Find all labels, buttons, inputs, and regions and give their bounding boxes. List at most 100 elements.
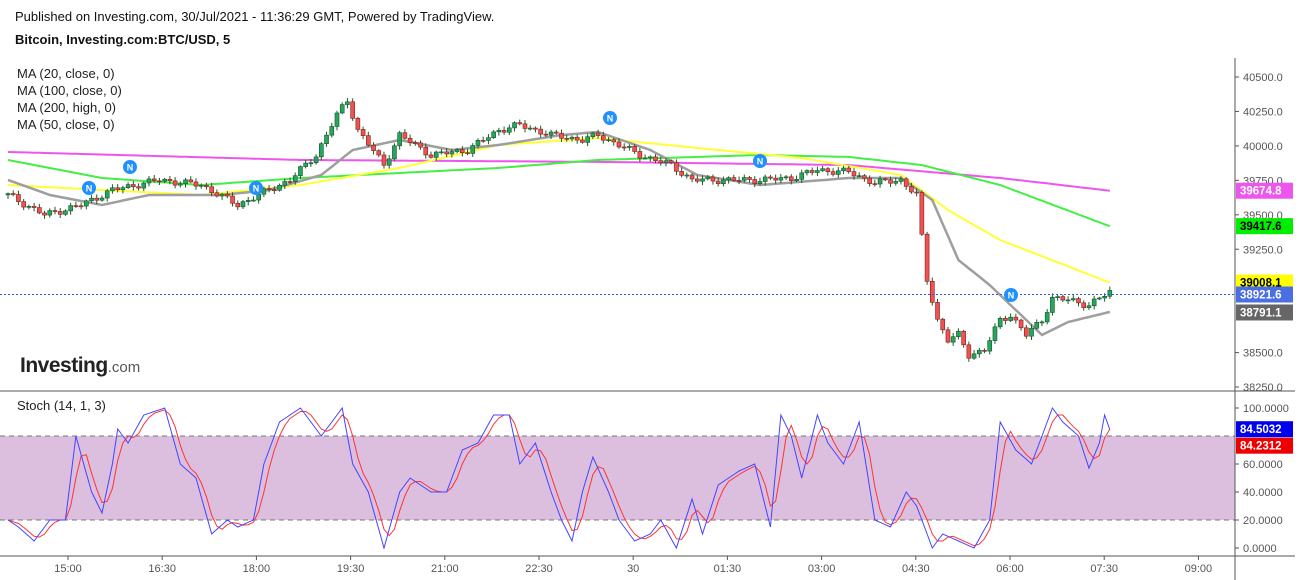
candle-up [841,167,846,172]
candle-down [710,176,716,182]
time-tick-label: 03:00 [808,563,836,575]
candle-down [407,137,413,143]
candle-down [715,180,721,184]
candle-down [846,167,852,172]
stoch-tick-label: 40.0000 [1243,487,1283,499]
legend-stoch[interactable]: Stoch (14, 1, 3) [17,398,106,413]
candle-down [131,184,136,187]
news-icon-glyph: N [253,184,260,194]
candle-up [778,177,784,181]
candle-down [851,171,857,177]
candle-down [1003,317,1008,321]
candle-down [136,186,141,189]
candle-up [1065,299,1071,302]
candle-down [16,194,21,202]
candle-down [1023,327,1029,337]
candle-down [10,193,16,195]
candle-up [392,145,397,160]
candle-up [877,178,883,185]
stoch-tick-label: 100.0000 [1243,403,1289,415]
candle-up [642,157,648,160]
candle-up [1102,295,1107,299]
ma20-value-tag-bg [1236,304,1293,321]
legend-ma20[interactable]: MA (20, close, 0) [17,66,115,81]
candle-down [637,151,643,159]
candle-up [705,176,711,180]
candle-up [1029,327,1034,337]
candle-down [193,181,199,187]
news-icon-glyph: N [1008,291,1015,301]
candle-down [903,178,909,187]
candle-down [57,211,63,215]
candle-down [172,180,178,186]
candle-up [251,199,256,202]
candle-up [324,134,329,144]
candle-up [1044,312,1050,323]
candle-up [240,201,246,208]
time-tick-label: 15:00 [54,563,82,575]
candle-up [507,127,512,133]
candle-up [198,184,204,187]
candle-down [788,176,794,181]
candle-up [1008,316,1013,321]
legend-ma50[interactable]: MA (50, close, 0) [17,117,115,132]
candle-down [517,122,523,125]
candle-down [668,160,674,163]
candle-up [1091,298,1097,307]
candle-down [225,193,230,197]
news-icon [1004,288,1018,302]
candle-up [26,206,32,208]
candle-down [574,136,580,141]
candle-down [768,176,773,179]
candle-down [204,184,209,188]
stoch-band [0,436,1235,520]
symbol-title: Bitcoin, Investing.com:BTC/USD, 5 [15,32,231,47]
candle-up [590,132,596,138]
candle-down [752,179,758,184]
logo-suffix: .com [107,359,141,376]
candle-up [120,187,126,191]
candle-up [898,178,904,182]
candle-down [543,133,549,136]
stoch-tick-label: 0.0000 [1243,543,1277,555]
investing-logo: Investing.com [20,354,140,378]
candle-down [428,154,434,158]
candle-up [992,326,998,341]
candle-down [919,192,925,235]
candle-down [736,180,742,182]
candle-up [84,200,89,207]
candle-down [867,177,872,184]
candle-down [37,207,42,214]
logo-main: Investing [20,354,108,377]
candle-down [350,101,355,119]
candle-down [423,146,429,156]
candle-up [976,349,982,355]
candle-up [313,156,319,164]
legend-ma200[interactable]: MA (200, high, 0) [17,100,116,115]
time-tick-label: 07:30 [1090,563,1118,575]
candle-up [141,182,147,189]
candle-up [893,181,899,184]
candle-up [1086,305,1092,308]
candle-up [256,193,261,201]
stoch-tick-label: 60.0000 [1243,459,1283,471]
candle-up [146,178,152,184]
legend-ma100[interactable]: MA (100, close, 0) [17,83,122,98]
ma100-value-tag: 39417.6 [1240,221,1282,233]
candle-up [89,197,94,202]
candle-up [245,200,251,202]
candle-down [272,189,277,191]
candle-up [496,130,502,133]
candle-up [397,132,402,147]
candle-up [219,193,225,197]
candle-up [1055,296,1060,298]
candle-up [439,151,444,154]
candle-down [689,174,695,180]
candle-up [334,112,340,127]
candle-down [1081,302,1087,308]
candle-up [162,179,167,182]
candle-up [329,126,335,136]
candle-up [486,137,491,141]
candle-down [731,177,737,181]
